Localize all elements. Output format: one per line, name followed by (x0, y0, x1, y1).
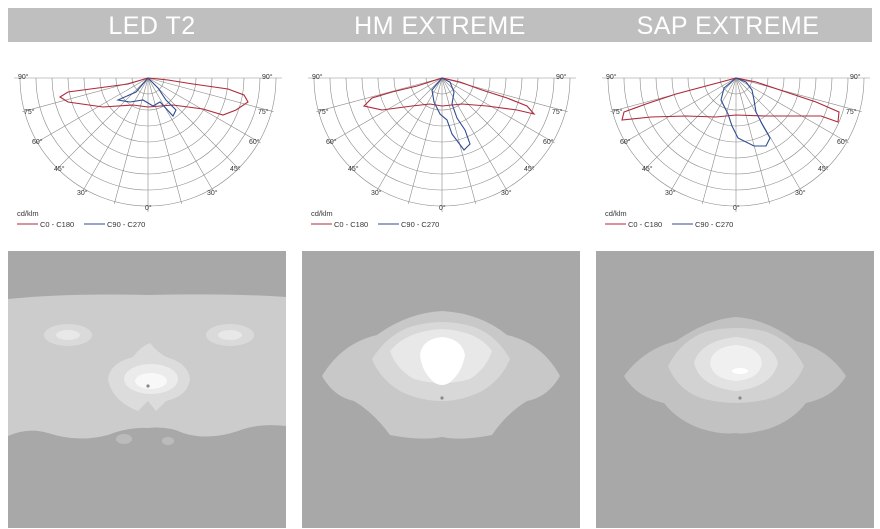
angle-label: 75° (552, 108, 563, 116)
angle-label: 75° (612, 108, 623, 116)
isolux-map-sap-extreme (596, 251, 874, 528)
angle-label: 75° (24, 108, 35, 116)
angle-label: 60° (32, 138, 43, 146)
isolux-zone-left-inner (56, 330, 80, 340)
angle-label: 75° (258, 108, 269, 116)
angle-label: 0° (145, 204, 152, 212)
angle-label: 30° (795, 189, 806, 197)
angle-label: 60° (620, 138, 631, 146)
curve-c90-c270 (431, 77, 471, 151)
angle-label: 75° (318, 108, 329, 116)
legend-label-c0: C0 - C180 (334, 220, 368, 229)
luminaire-point (146, 384, 150, 388)
angle-label: 75° (846, 108, 857, 116)
angle-label: 90° (606, 73, 617, 81)
angle-label: 30° (501, 189, 512, 197)
panel-title-hm-extreme: HM EXTREME (354, 12, 526, 40)
legend-label-c90: C90 - C270 (107, 220, 145, 229)
isolux-zone-blob (162, 437, 174, 445)
polar-diagram-hm-extreme: 90° 90° 75° 75° 60° 60° 45° 45° 30° 30° … (302, 62, 580, 238)
isolux-zone-core (135, 373, 167, 389)
angle-label: 60° (249, 138, 260, 146)
angle-label: 30° (371, 189, 382, 197)
luminaire-point (440, 396, 444, 400)
curve-c0-c180 (58, 77, 249, 116)
curve-c90-c270 (720, 77, 771, 147)
polar-diagram-sap-extreme: 90° 90° 75° 75° 60° 60° 45° 45° 30° 30° … (596, 62, 874, 238)
angle-label: 90° (262, 73, 273, 81)
unit-label: cd/klm (17, 209, 39, 218)
panel-title-led-t2: LED T2 (108, 12, 196, 40)
panel-title-sap-extreme: SAP EXTREME (636, 12, 820, 40)
angle-label: 90° (18, 73, 29, 81)
header-bar (8, 8, 872, 42)
angle-label: 0° (733, 204, 740, 212)
unit-label: cd/klm (605, 209, 627, 218)
legend-label-c0: C0 - C180 (628, 220, 662, 229)
angle-label: 30° (207, 189, 218, 197)
legend-label-c90: C90 - C270 (401, 220, 439, 229)
angle-label: 90° (312, 73, 323, 81)
angle-label: 30° (665, 189, 676, 197)
polar-grid (14, 77, 282, 212)
curve-c0-c180 (621, 77, 840, 123)
isolux-zone-core (732, 368, 748, 374)
polar-grid (602, 77, 870, 212)
angle-label: 60° (543, 138, 554, 146)
isolux-zone-right-inner (218, 330, 242, 340)
angle-label: 45° (348, 165, 359, 173)
luminaire-point (738, 396, 742, 400)
angle-label: 45° (642, 165, 653, 173)
angle-label: 45° (524, 165, 535, 173)
angle-label: 45° (54, 165, 65, 173)
angle-label: 0° (439, 204, 446, 212)
angle-label: 45° (230, 165, 241, 173)
polar-grid (308, 77, 576, 212)
polar-diagram-led-t2: 90° 90° 75° 75° 60° 60° 45° 45° 30° 30° … (8, 62, 286, 238)
isolux-map-hm-extreme (302, 251, 580, 528)
angle-label: 60° (837, 138, 848, 146)
legend-label-c90: C90 - C270 (695, 220, 733, 229)
curve-c90-c270 (116, 77, 177, 117)
isolux-map-led-t2 (8, 251, 286, 528)
angle-label: 30° (77, 189, 88, 197)
isolux-zone-inner-2 (710, 345, 762, 381)
isolux-zone-core (420, 337, 465, 385)
angle-label: 90° (556, 73, 567, 81)
angle-label: 60° (326, 138, 337, 146)
isolux-zone-blob (116, 434, 132, 444)
angle-label: 45° (818, 165, 829, 173)
unit-label: cd/klm (311, 209, 333, 218)
legend-label-c0: C0 - C180 (40, 220, 74, 229)
angle-label: 90° (850, 73, 861, 81)
